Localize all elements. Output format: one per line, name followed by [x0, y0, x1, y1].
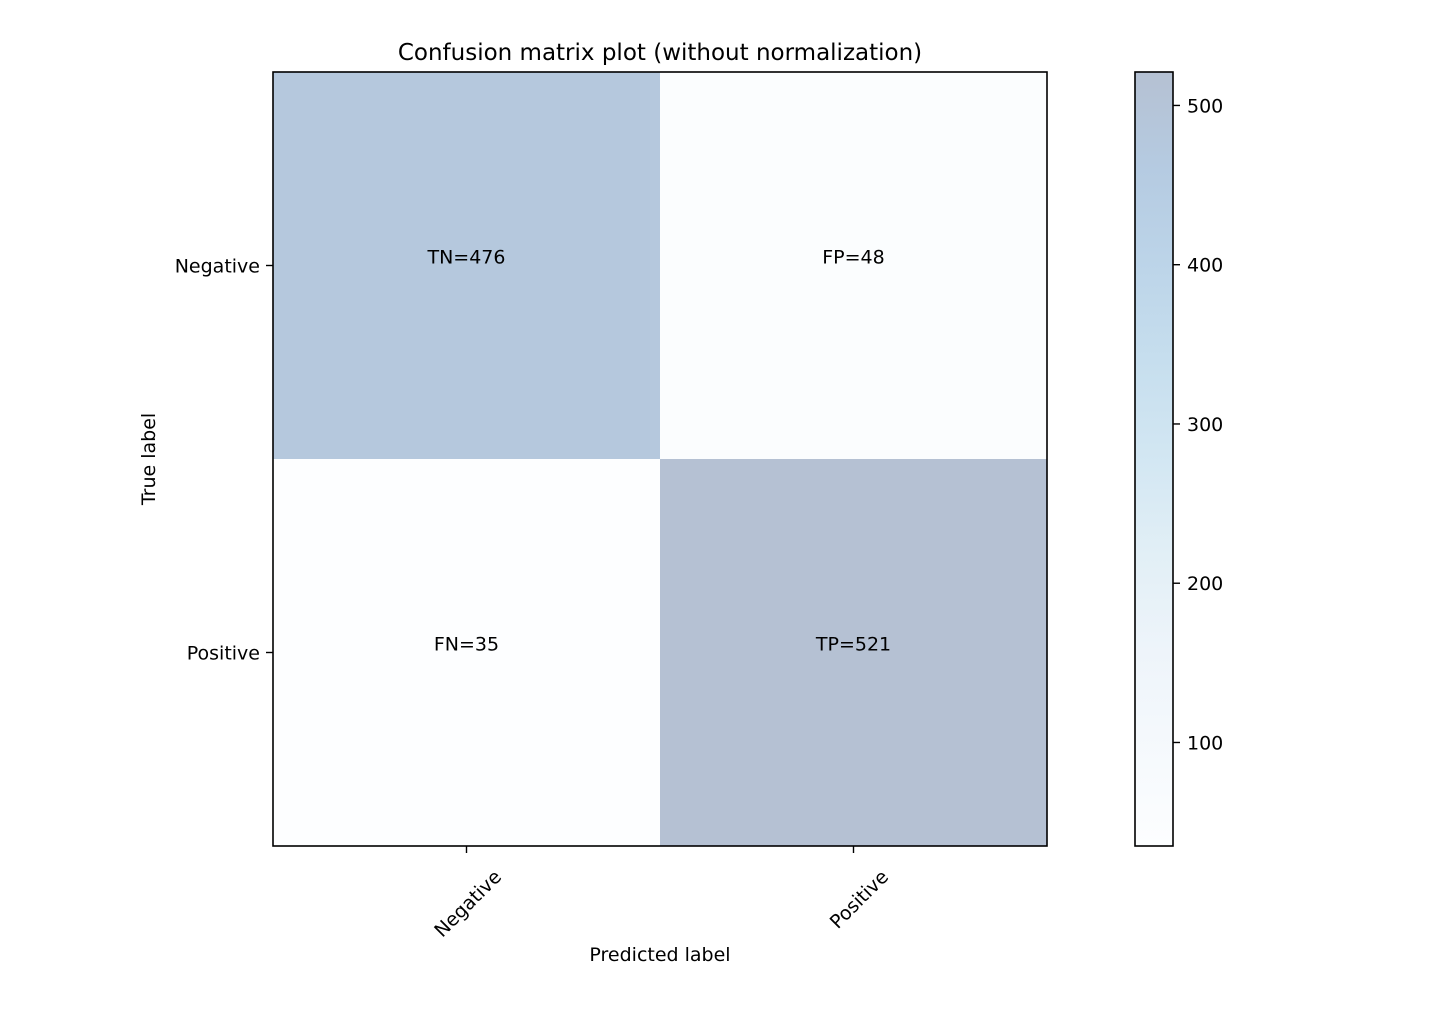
colorbar-gradient	[1135, 72, 1173, 846]
colorbar-ticks: 100 200 300 400 500	[1173, 95, 1223, 754]
matrix-cell	[273, 459, 660, 846]
chart-title: Confusion matrix plot (without normaliza…	[398, 40, 922, 66]
cell-label: FP=48	[822, 247, 884, 269]
matrix-cell	[660, 72, 1047, 459]
colorbar-tick-label: 400	[1187, 255, 1223, 277]
y-axis-title: True label	[138, 413, 160, 506]
colorbar-tick-label: 500	[1187, 95, 1223, 117]
y-tick-label: Negative	[175, 256, 260, 278]
matrix-cells	[273, 72, 1047, 846]
x-tick-label: Negative	[430, 866, 506, 942]
y-tick-label: Positive	[187, 643, 260, 665]
cell-label: TN=476	[426, 247, 505, 269]
matrix-cell	[660, 459, 1047, 846]
matrix-cell	[273, 72, 660, 459]
colorbar: 100 200 300 400 500	[1134, 71, 1223, 847]
colorbar-frame	[1134, 71, 1174, 847]
cell-labels: TN=476 FP=48 FN=35 TP=521	[426, 247, 891, 656]
x-tick-label: Positive	[826, 866, 893, 933]
x-axis-ticks: Negative Positive	[430, 846, 893, 942]
colorbar-tick-label: 300	[1187, 414, 1223, 436]
plot-frame	[272, 71, 1048, 847]
x-axis-title: Predicted label	[589, 944, 730, 966]
cell-label: TP=521	[815, 634, 891, 656]
cell-label: FN=35	[434, 634, 499, 656]
y-axis-ticks: Negative Positive	[175, 256, 273, 665]
colorbar-tick-label: 200	[1187, 573, 1223, 595]
colorbar-tick-label: 100	[1187, 732, 1223, 754]
